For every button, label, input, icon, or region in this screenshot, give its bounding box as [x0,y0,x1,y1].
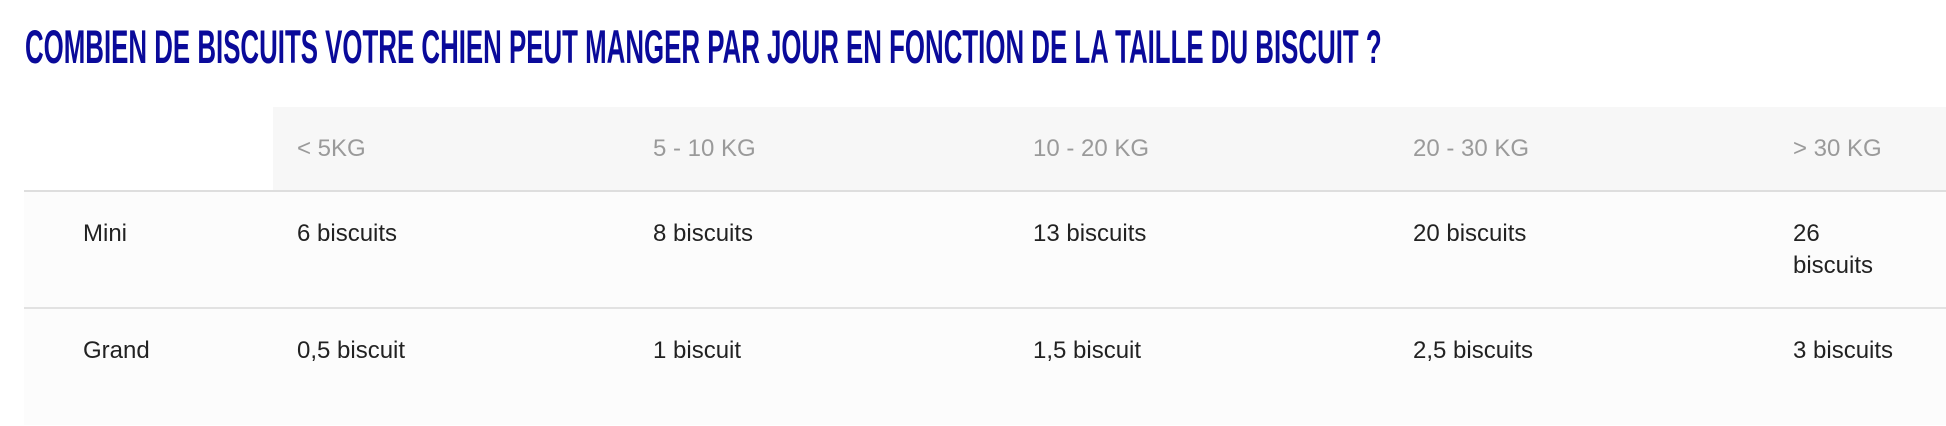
table-row: Grand 0,5 biscuit 1 biscuit 1,5 biscuit … [24,308,1946,425]
header-weight: 20 - 30 KG [1413,107,1793,192]
biscuit-table: < 5KG 5 - 10 KG 10 - 20 KG 20 - 30 KG > … [24,107,1946,425]
row-label: Grand [24,308,273,425]
table-row: Mini 6 biscuits 8 biscuits 13 biscuits 2… [24,191,1946,309]
table-cell: 20 biscuits [1413,191,1793,309]
table-header-row: < 5KG 5 - 10 KG 10 - 20 KG 20 - 30 KG > … [24,107,1946,192]
header-empty [24,107,273,192]
page-title: COMBIEN DE BISCUITS VOTRE CHIEN PEUT MAN… [25,20,1382,73]
table-cell: 2,5 biscuits [1413,308,1793,425]
header-weight: 10 - 20 KG [1033,107,1413,192]
table-cell: 6 biscuits [273,191,653,309]
table-cell: 8 biscuits [653,191,1033,309]
table-cell: 13 biscuits [1033,191,1413,309]
header-weight: 5 - 10 KG [653,107,1033,192]
table-cell: 1 biscuit [653,308,1033,425]
header-weight: > 30 KG [1793,107,1946,192]
table-cell: 0,5 biscuit [273,308,653,425]
row-label: Mini [24,191,273,309]
table-cell: 1,5 biscuit [1033,308,1413,425]
table-cell: 3 biscuits [1793,308,1946,425]
table-cell: 26 biscuits [1793,191,1946,309]
header-weight: < 5KG [273,107,653,192]
